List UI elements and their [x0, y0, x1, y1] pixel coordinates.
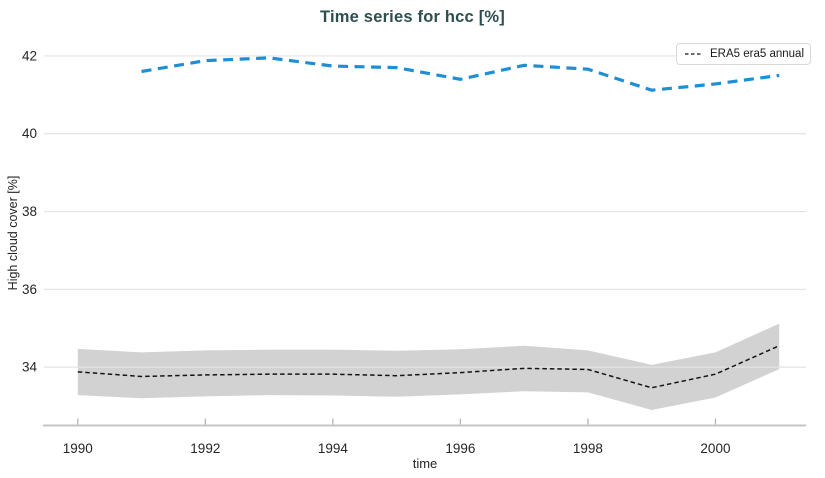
y-tick-label-34: 34	[22, 360, 38, 375]
x-tick-label-1990: 1990	[63, 441, 93, 456]
y-tick-label-42: 42	[22, 48, 37, 63]
x-tick-label-2000: 2000	[700, 441, 730, 456]
y-tick-label-36: 36	[22, 282, 37, 297]
legend: ERA5 era5 annual	[676, 43, 811, 65]
legend-entry-label: ERA5 era5 annual	[710, 48, 804, 60]
x-tick-label-1992: 1992	[190, 441, 220, 456]
chart-title: Time series for hcc [%]	[320, 8, 505, 26]
x-axis-label: time	[412, 456, 438, 471]
legend-dashed-line-icon	[685, 53, 704, 55]
blue-dashed-series	[141, 56, 780, 92]
x-tick-label-1994: 1994	[318, 441, 349, 456]
x-tick-label-1996: 1996	[445, 441, 475, 456]
x-tick-label-1998: 1998	[573, 441, 603, 456]
y-tick-label-38: 38	[22, 204, 37, 219]
y-tick-label-40: 40	[22, 126, 37, 141]
era5-annual-series	[77, 345, 780, 389]
y-axis-label: High cloud cover [%]	[6, 175, 20, 291]
